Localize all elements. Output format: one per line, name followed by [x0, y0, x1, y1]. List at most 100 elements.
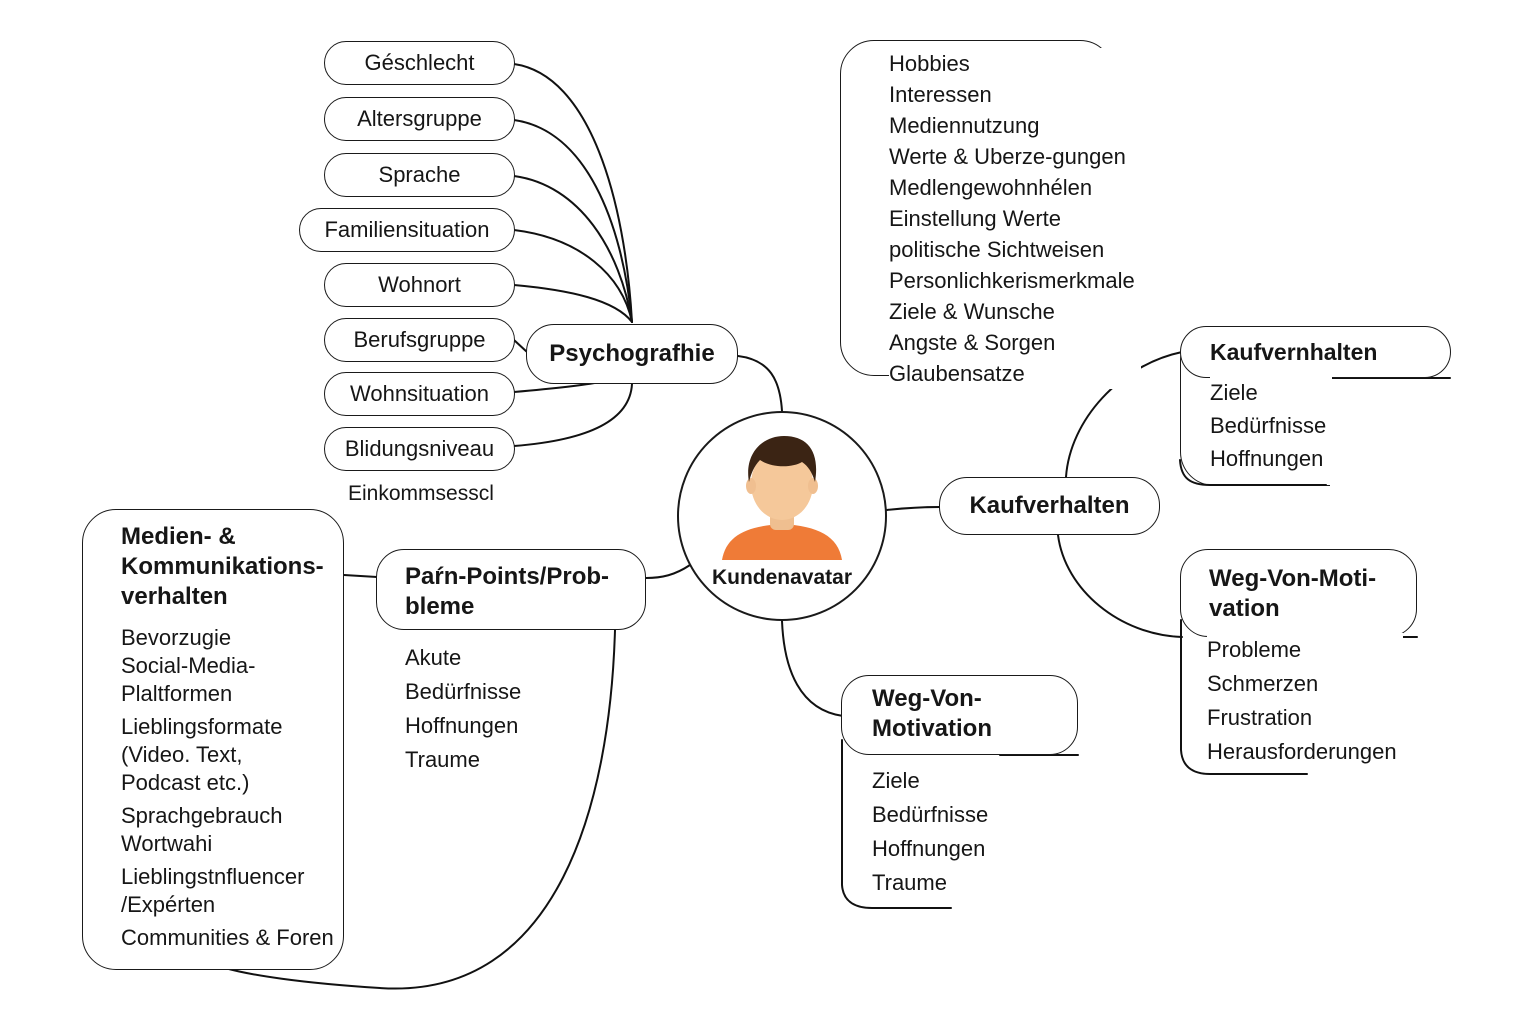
- list-item: Werte & Uberze-gungen: [889, 141, 1141, 172]
- list-item-line: /Expérten: [121, 892, 216, 917]
- node-kaufverhalten-title: Kaufverhalten: [969, 492, 1130, 519]
- weg-von-bottom-list: Ziele Bedürfnisse Hoffnungen Traume: [872, 764, 995, 900]
- pill-berufsgruppe[interactable]: Berufsgruppe: [324, 318, 515, 362]
- list-item-line: Plaltformen: [121, 681, 233, 706]
- list-item: Medlengewohnhélen: [889, 172, 1141, 203]
- list-item: Bedürfnisse: [405, 675, 528, 709]
- list-item: Hobbies: [889, 48, 1141, 79]
- list-item: politische Sichtweisen: [889, 234, 1141, 265]
- connector-painpoints-media: [343, 574, 378, 578]
- pill-label: Sprache: [378, 162, 461, 187]
- kaufvernhalten-list: Ziele Bedürfnisse Hoffnungen: [1210, 376, 1333, 475]
- list-item-line: Social-Media-: [121, 653, 256, 678]
- list-item: Probleme: [1207, 633, 1403, 667]
- avatar-ear-right: [808, 478, 818, 494]
- list-item-line: Bevorzugie: [121, 625, 232, 650]
- connector-psychografie-center: [737, 355, 783, 412]
- label-einkommen: Einkommsesscl: [348, 482, 494, 505]
- person-avatar-icon: [722, 436, 842, 560]
- node-kaufvernhalten[interactable]: Kaufvernhalten: [1180, 326, 1451, 378]
- connector-familiensituation: [513, 229, 633, 323]
- pill-bildungsniveau[interactable]: Blidungsniveau: [324, 427, 515, 471]
- connector-wohnort: [513, 284, 633, 323]
- pill-label: Altersgruppe: [357, 106, 482, 131]
- pill-geschlecht[interactable]: Géschlecht: [324, 41, 515, 85]
- pill-label: Familiensituation: [324, 217, 490, 242]
- pill-sprache[interactable]: Sprache: [324, 153, 515, 197]
- list-item: Mediennutzung: [889, 110, 1141, 141]
- list-item: Traume: [872, 866, 995, 900]
- avatar-shirt: [722, 524, 842, 560]
- pill-label: Blidungsniveau: [344, 436, 495, 461]
- list-item: Frustration: [1207, 701, 1403, 735]
- weg-von-right-list: Probleme Schmerzen Frustration Herausfor…: [1207, 633, 1403, 769]
- pill-altersgruppe[interactable]: Altersgruppe: [324, 97, 515, 141]
- list-item: Akute: [405, 641, 528, 675]
- list-item-line: Podcast etc.): [121, 770, 250, 795]
- connector-geschlecht: [513, 63, 633, 323]
- list-item: Schmerzen: [1207, 667, 1403, 701]
- connector-center-wegvon: [781, 620, 844, 717]
- node-title-line: Medien- &: [121, 523, 236, 550]
- avatar-ear-left: [746, 478, 756, 494]
- list-item: Ziele & Wunsche: [889, 296, 1141, 327]
- list-item: Bedürfnisse: [872, 798, 995, 832]
- pill-label: Wohnort: [378, 272, 461, 297]
- list-item-line: Communities & Foren: [121, 925, 334, 950]
- list-item: Einstellung Werte: [889, 203, 1141, 234]
- list-item-line: Wortwahi: [121, 831, 213, 856]
- list-item-line: (Video. Text,: [121, 742, 243, 767]
- node-title-line: verhalten: [121, 583, 228, 610]
- list-item: Hoffnungen: [405, 709, 528, 743]
- node-title-line: vation: [1209, 595, 1280, 622]
- node-media-title: Medien- & Kommunikations- verhalten: [121, 522, 341, 612]
- pain-points-list: Akute Bedürfnisse Hoffnungen Traume: [405, 641, 528, 777]
- node-title-line: Motivation: [872, 715, 992, 742]
- interests-list: Hobbies Interessen Mediennutzung Werte &…: [889, 48, 1141, 389]
- list-item: Personlichkerismerkmale: [889, 265, 1141, 296]
- avatar-hair: [748, 436, 817, 482]
- connector-altersgruppe: [513, 119, 633, 323]
- node-title-line: Paŕn-Points/Prob-: [405, 563, 610, 590]
- list-item: Glaubensatze: [889, 358, 1141, 389]
- list-item-line: Sprachgebrauch: [121, 803, 283, 828]
- list-item: Hoffnungen: [1210, 442, 1333, 475]
- list-item: Ziele: [872, 764, 995, 798]
- pill-label: Géschlecht: [364, 50, 475, 75]
- list-item: Lieblingstnfluencer /Expérten: [121, 863, 334, 919]
- node-psychografie-title: Psychografhie: [549, 340, 715, 367]
- node-title-line: Weg-Von-: [872, 685, 982, 712]
- list-item: Bedürfnisse: [1210, 409, 1333, 442]
- pill-label: Wohnsituation: [349, 381, 489, 406]
- media-list: Bevorzugie Social-Media- Plaltformen Lie…: [121, 624, 334, 957]
- list-item: Hoffnungen: [872, 832, 995, 866]
- list-item: Herausforderungen: [1207, 735, 1403, 769]
- connector-bildungsniveau: [513, 383, 633, 447]
- pill-wohnsituation[interactable]: Wohnsituation: [324, 372, 515, 416]
- node-weg-von-motivation-right[interactable]: Weg-Von-Moti- vation: [1180, 549, 1417, 637]
- list-item: Lieblingsformate (Video. Text, Podcast e…: [121, 713, 334, 797]
- list-item-line: Lieblingsformate: [121, 714, 283, 739]
- node-title-line: Kommunikations-: [121, 553, 324, 580]
- list-item: Ziele: [1210, 376, 1333, 409]
- connector-center-kaufverhalten: [886, 506, 941, 511]
- node-title-line: bleme: [405, 593, 475, 620]
- list-item: Traume: [405, 743, 528, 777]
- node-kaufverhalten[interactable]: Kaufverhalten: [939, 477, 1160, 535]
- node-weg-von-motivation-bottom[interactable]: Weg-Von- Motivation: [841, 675, 1078, 755]
- pill-wohnort[interactable]: Wohnort: [324, 263, 515, 307]
- list-item: Angste & Sorgen: [889, 327, 1141, 358]
- list-item: Communities & Foren: [121, 924, 334, 952]
- avatar-label: Kundenavatar: [711, 566, 853, 589]
- list-item: Sprachgebrauch Wortwahi: [121, 802, 334, 858]
- connector-sprache: [513, 175, 633, 323]
- connector-kaufverhalten-bottom: [1057, 534, 1183, 638]
- list-item: Interessen: [889, 79, 1141, 110]
- node-media[interactable]: [82, 509, 344, 970]
- node-psychografie[interactable]: Psychografhie: [526, 324, 738, 384]
- node-kaufvernhalten-title: Kaufvernhalten: [1210, 338, 1378, 365]
- pill-familiensituation[interactable]: Familiensituation: [299, 208, 515, 252]
- node-pain-points[interactable]: Paŕn-Points/Prob- bleme: [376, 549, 646, 630]
- list-item-line: Lieblingstnfluencer: [121, 864, 305, 889]
